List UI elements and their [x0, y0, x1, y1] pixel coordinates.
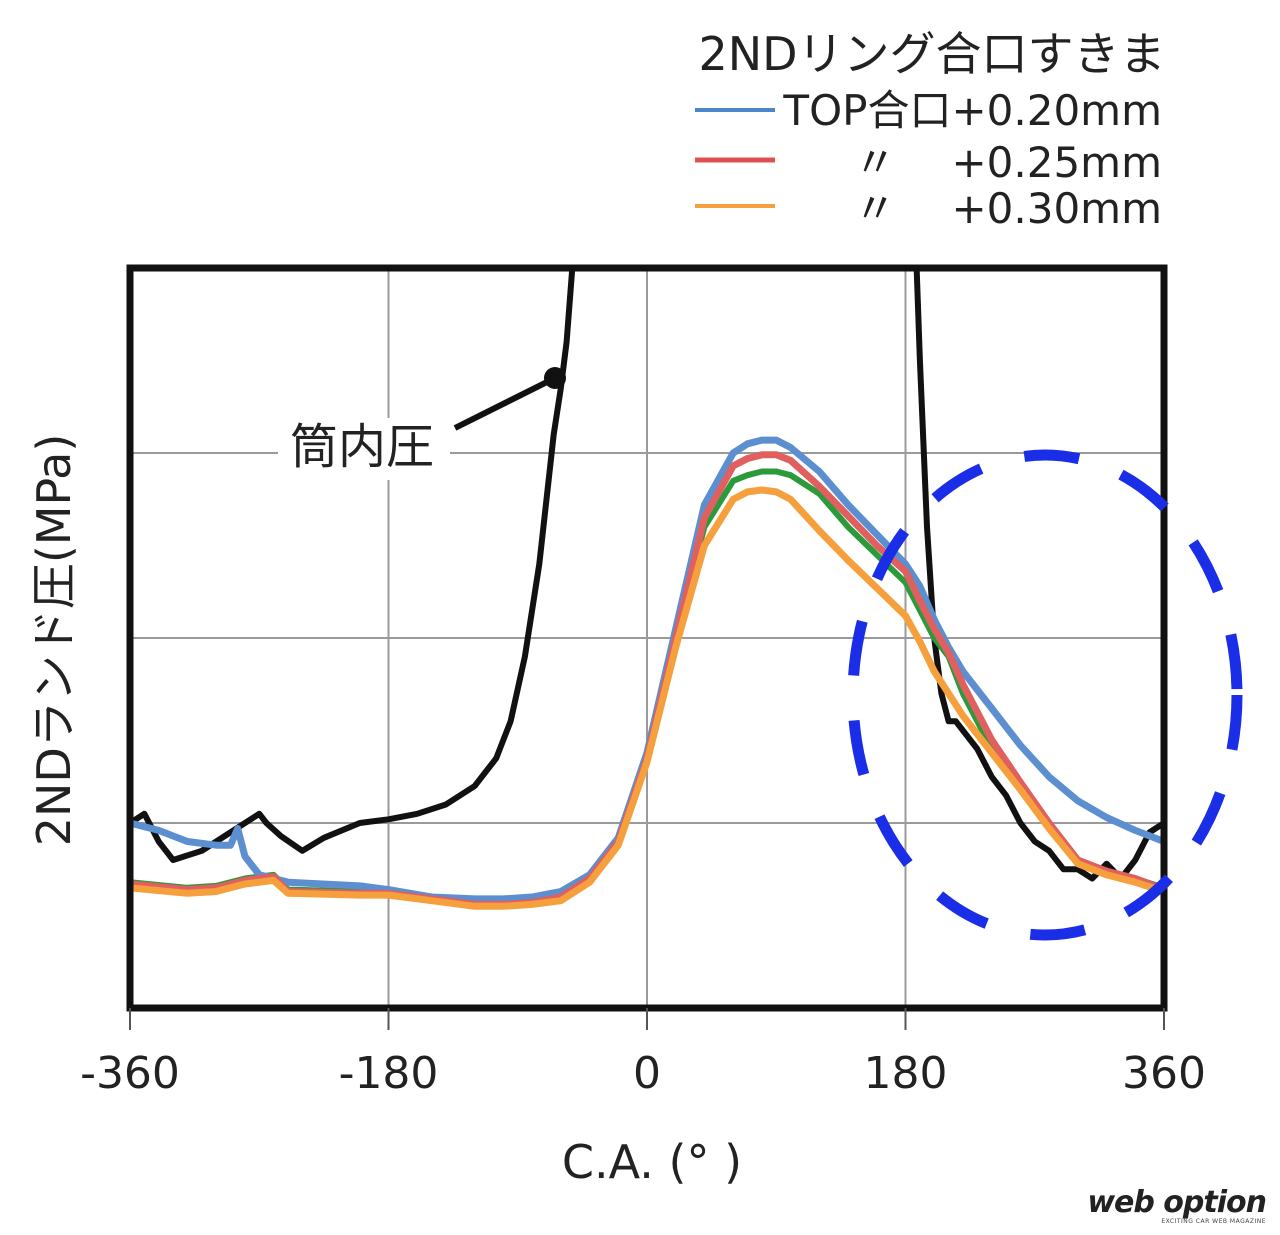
watermark-logo: web option EXCITING CAR WEB MAGAZINE — [1087, 1185, 1267, 1226]
annotation-dot — [544, 367, 566, 389]
x-tick-label-0: -360 — [80, 1048, 180, 1099]
grid — [129, 268, 1165, 1008]
x-tick-label-2: 0 — [633, 1048, 661, 1099]
watermark-main: web option — [1087, 1185, 1267, 1220]
series-line-top-gap-0-30 — [130, 486, 1164, 910]
highlight-ellipse — [847, 449, 1243, 941]
x-axis-title: C.A. (° ) — [562, 1135, 742, 1189]
annotation-leader-line — [453, 375, 557, 431]
legend-label-top-020: TOP合口+0.20mm — [782, 86, 1162, 135]
watermark-sub: EXCITING CAR WEB MAGAZINE — [1161, 1218, 1266, 1225]
series-line-top-gap-0-20 — [130, 436, 1164, 903]
series-line-cylinder-pressure — [130, 268, 1164, 882]
x-tick-label-4: 360 — [1122, 1048, 1206, 1099]
legend-title: 2NDリング合口すきま — [698, 27, 1165, 81]
x-tick-label-1: -180 — [339, 1048, 439, 1099]
y-axis-title: 2NDランド圧(MPa) — [27, 434, 81, 847]
legend-label-top-030: 〃 +0.30mm — [854, 184, 1162, 233]
series-layer — [130, 268, 1164, 910]
annotation-label: 筒内圧 — [290, 419, 434, 475]
x-axis-ticks: -360 -180 0 180 360 — [80, 1008, 1206, 1099]
x-tick-label-3: 180 — [864, 1048, 948, 1099]
legend-label-top-025: 〃 +0.25mm — [854, 138, 1162, 187]
annotation-label-bg — [278, 418, 450, 480]
